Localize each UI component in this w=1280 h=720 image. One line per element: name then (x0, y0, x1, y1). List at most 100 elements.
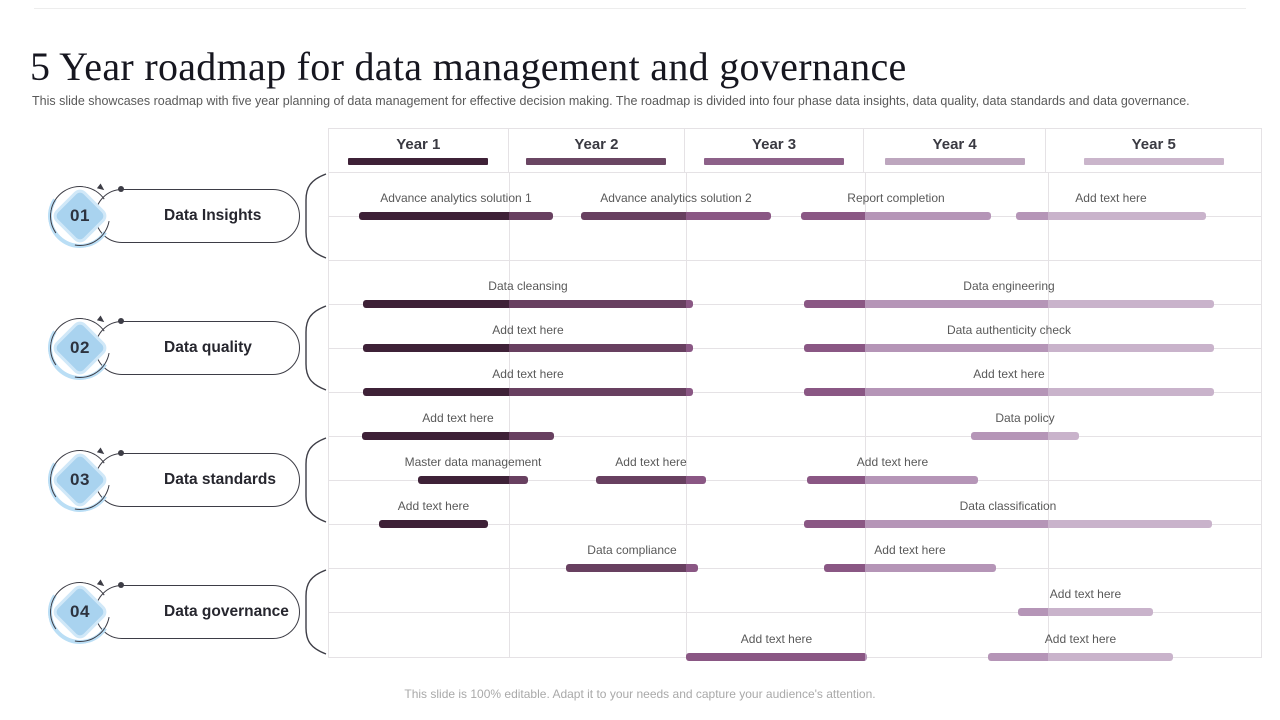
connector-dot (118, 318, 124, 324)
year-label: Year 4 (932, 136, 977, 153)
year-header-cell: Year 4 (864, 129, 1047, 172)
connector-dot (118, 582, 124, 588)
year-header-cell: Year 1 (329, 129, 509, 172)
year-header-cell: Year 2 (509, 129, 686, 172)
connector-dot (118, 186, 124, 192)
phase-badge: 01 (38, 174, 122, 258)
gantt-row: Master data management Add text here Add t… (329, 437, 1261, 484)
gantt-bar (686, 653, 867, 661)
year-label: Year 5 (1131, 136, 1176, 153)
gantt-bar (359, 212, 553, 220)
gantt-bar (804, 300, 1214, 308)
phase-item-data-quality: Data quality 02 (38, 306, 330, 390)
phase-brace (305, 569, 327, 655)
year-underline-bar (1083, 158, 1224, 165)
bar-label[interactable]: Add text here (1075, 191, 1147, 205)
gantt-row: Add text here (329, 569, 1261, 616)
gantt-bar (363, 344, 693, 352)
phase-label: Data quality (164, 339, 252, 356)
bar-label[interactable]: Add text here (856, 455, 929, 469)
gantt-row: Add text here Data classification (329, 481, 1261, 528)
bar-label: Data policy (995, 411, 1055, 425)
bar-label[interactable]: Add text here (740, 632, 813, 646)
bar-label[interactable]: Add text here (422, 411, 494, 425)
phase-label: Data standards (164, 471, 276, 488)
bar-label: Data compliance (587, 543, 677, 557)
year-label: Year 2 (574, 136, 619, 153)
phase-badge: 02 (38, 306, 122, 390)
phase-pill: Data quality (95, 321, 300, 375)
bar-label[interactable]: Add text here (397, 499, 470, 513)
bar-label[interactable]: Add text here (1044, 632, 1117, 646)
phase-badge: 03 (38, 438, 122, 522)
bar-label: Advance analytics solution 1 (380, 191, 532, 205)
gantt-bar (1016, 212, 1206, 220)
slide-subtitle: This slide showcases roadmap with five y… (32, 93, 1190, 108)
gantt-bar (363, 388, 693, 396)
gantt-body: Advance analytics solution 1 Advance anal… (329, 173, 1261, 661)
bar-label[interactable]: Add text here (492, 323, 564, 337)
gantt-bar (581, 212, 771, 220)
gantt-row: Advance analytics solution 1 Advance anal… (329, 173, 1261, 220)
phase-label: Data Insights (164, 207, 262, 224)
phase-item-data-insights: Data Insights 01 (38, 174, 330, 258)
connector-dot (118, 450, 124, 456)
bar-label: Report completion (847, 191, 945, 205)
bar-label: Master data management (404, 455, 542, 469)
column-gridline (509, 173, 510, 657)
gantt-bar (362, 432, 554, 440)
phase-label: Data governance (164, 603, 289, 620)
bar-label: Data classification (959, 499, 1057, 513)
gantt-row: Data cleansing Data engineering (329, 261, 1261, 308)
year-underline-bar (526, 158, 667, 165)
top-divider (34, 8, 1246, 9)
year-underline-bar (348, 158, 489, 165)
gantt-bar (807, 476, 978, 484)
bar-label[interactable]: Add text here (973, 367, 1045, 381)
phase-brace (305, 437, 327, 523)
bar-label: Data cleansing (488, 279, 568, 293)
gantt-bar (804, 344, 1214, 352)
phase-brace (305, 305, 327, 391)
gantt-bar (566, 564, 698, 572)
gantt-bar (379, 520, 488, 528)
phase-pill: Data Insights (95, 189, 300, 243)
phase-item-data-governance: Data governance 04 (38, 570, 330, 654)
bar-label: Data engineering (963, 279, 1055, 293)
year-underline-bar (884, 158, 1025, 165)
bar-label[interactable]: Add text here (1049, 587, 1122, 601)
gantt-row: Add text here Data authenticity check (329, 305, 1261, 352)
bar-label: Advance analytics solution 2 (600, 191, 752, 205)
phase-badge: 04 (38, 570, 122, 654)
gantt-bar (801, 212, 991, 220)
column-gridline (1048, 173, 1049, 657)
gantt-row (329, 217, 1261, 261)
gantt-row: Add text here Add text here (329, 613, 1261, 661)
column-gridline (865, 173, 866, 657)
gantt-bar (418, 476, 528, 484)
gantt-bar (971, 432, 1079, 440)
roadmap-table: Year 1 Year 2 Year 3 Year 4 Year 5 Advance a… (328, 128, 1262, 661)
year-label: Year 1 (396, 136, 441, 153)
gantt-row: Data compliance Add text here (329, 525, 1261, 572)
phase-pill: Data governance (95, 585, 300, 639)
bar-label[interactable]: Add text here (874, 543, 946, 557)
column-gridline (686, 173, 687, 657)
gantt-bar (1018, 608, 1153, 616)
gantt-bar (824, 564, 996, 572)
page-title: 5 Year roadmap for data management and g… (30, 43, 907, 89)
year-header-cell: Year 5 (1046, 129, 1261, 172)
bar-label[interactable]: Add text here (492, 367, 564, 381)
year-label: Year 3 (751, 136, 797, 153)
year-header-cell: Year 3 (685, 129, 864, 172)
gantt-bar (804, 388, 1214, 396)
phase-item-data-standards: Data standards 03 (38, 438, 330, 522)
phase-pill: Data standards (95, 453, 300, 507)
gantt-bar (804, 520, 1212, 528)
bar-label[interactable]: Add text here (615, 455, 687, 469)
gantt-bar (596, 476, 706, 484)
gantt-row: Add text here Data policy (329, 393, 1261, 440)
gantt-bar (988, 653, 1173, 661)
gantt-row: Add text here Add text here (329, 349, 1261, 396)
